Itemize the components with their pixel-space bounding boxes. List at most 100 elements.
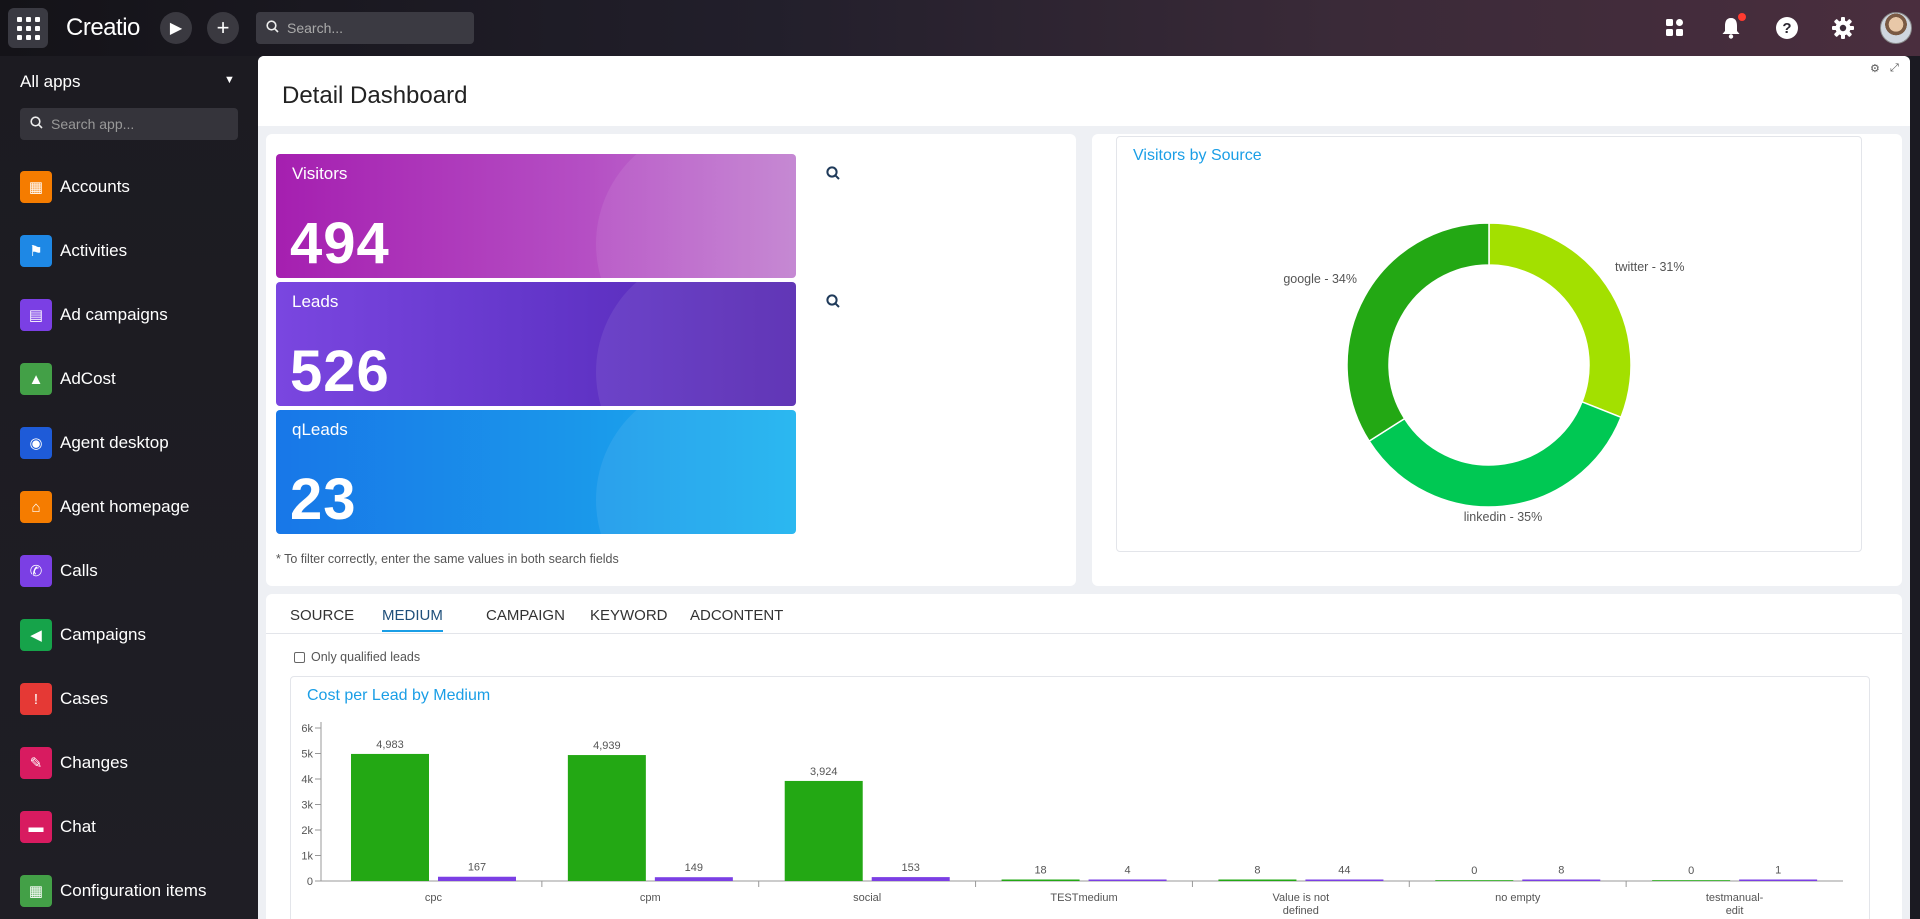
bar[interactable] — [1652, 880, 1731, 881]
sidebar-item-accounts[interactable]: ▦ Accounts — [20, 171, 130, 203]
expand-icon[interactable]: ⤢ — [1890, 62, 1899, 74]
donut-chart-card: Visitors by Source twitter - 31% linkedin… — [1116, 136, 1862, 552]
bar-value-label: 8 — [1558, 865, 1564, 877]
bar-value-label: 0 — [1688, 865, 1694, 877]
donut-chart-title: Visitors by Source — [1133, 147, 1262, 164]
changes-icon: ✎ — [20, 747, 52, 779]
sidebar-item-adcost[interactable]: ▲ AdCost — [20, 363, 116, 395]
bell-icon[interactable] — [1716, 13, 1746, 43]
sidebar-item-changes[interactable]: ✎ Changes — [20, 747, 128, 779]
sidebar-item-campaigns[interactable]: ◀ Campaigns — [20, 619, 146, 651]
chat-icon: ▬ — [20, 811, 52, 843]
apps-grid-icon[interactable] — [1660, 13, 1690, 43]
bar-value-label: 8 — [1254, 865, 1260, 877]
donut-slice[interactable] — [1368, 400, 1623, 508]
tab-keyword[interactable]: KEYWORD — [590, 607, 668, 624]
sidebar-item-ad-campaigns[interactable]: ▤ Ad campaigns — [20, 299, 168, 331]
y-tick-label: 1k — [301, 851, 313, 863]
sidebar-item-agent-homepage[interactable]: ⌂ Agent homepage — [20, 491, 190, 523]
help-icon[interactable]: ? — [1772, 13, 1802, 43]
kpi-panel: Visitors 494 Leads 526 qLeads 23 * To fi… — [266, 134, 1076, 586]
chevron-down-icon[interactable]: ▼ — [224, 74, 235, 86]
sidebar-item-label: Agent desktop — [60, 433, 169, 452]
sidebar-item-cases[interactable]: ! Cases — [20, 683, 108, 715]
x-category-label: no empty — [1495, 892, 1541, 904]
phone-icon: ✆ — [20, 555, 52, 587]
sidebar-item-chat[interactable]: ▬ Chat — [20, 811, 96, 843]
settings-small-icon[interactable]: ⚙ — [1870, 63, 1880, 75]
bar[interactable] — [784, 780, 863, 881]
only-qualified-label: Only qualified leads — [311, 650, 421, 664]
avatar[interactable] — [1880, 12, 1912, 44]
bar[interactable] — [567, 755, 646, 881]
bar[interactable] — [1001, 879, 1080, 882]
donut-slice-label: google - 34% — [1283, 272, 1357, 286]
y-tick-label: 3k — [301, 800, 313, 812]
visitors-by-source-panel: Visitors by Source twitter - 31% linkedin… — [1092, 134, 1902, 586]
tab-source[interactable]: SOURCE — [290, 607, 355, 624]
tab-adcontent[interactable]: ADCONTENT — [690, 607, 784, 624]
visitors-tile[interactable]: Visitors 494 — [276, 154, 796, 278]
sidebar-item-activities[interactable]: ⚑ Activities — [20, 235, 127, 267]
creatio-logo[interactable]: Creatio — [66, 14, 140, 41]
sidebar-item-label: Configuration items — [60, 881, 207, 900]
bar[interactable] — [1305, 879, 1384, 882]
qleads-tile[interactable]: qLeads 23 — [276, 410, 796, 534]
all-apps-title[interactable]: All apps — [20, 72, 81, 91]
tab-medium[interactable]: MEDIUM — [382, 607, 443, 632]
visitors-tile-label: Visitors — [292, 164, 348, 183]
bar-value-label: 0 — [1471, 865, 1477, 877]
app-search-input[interactable]: Search app... — [20, 108, 238, 140]
x-category-label: testmanual- — [1706, 892, 1764, 904]
visitors-tile-value: 494 — [290, 211, 390, 276]
notification-dot — [1738, 13, 1746, 21]
donut-slice[interactable] — [1488, 222, 1632, 419]
bar[interactable] — [1739, 879, 1818, 882]
bar-value-label: 3,924 — [810, 766, 838, 778]
x-category-label: Value is not — [1273, 892, 1330, 904]
sidebar-item-label: Accounts — [60, 177, 130, 196]
add-button[interactable]: + — [207, 12, 239, 44]
sidebar-item-configuration-items[interactable]: ▦ Configuration items — [20, 875, 206, 907]
app-launcher-button[interactable] — [8, 8, 48, 48]
qleads-tile-label: qLeads — [292, 420, 348, 439]
grid-icon — [16, 16, 40, 40]
only-qualified-checkbox[interactable]: Only qualified leads — [294, 650, 420, 664]
search-icon[interactable] — [826, 294, 840, 313]
leads-tile[interactable]: Leads 526 — [276, 282, 796, 406]
bar[interactable] — [1435, 880, 1514, 881]
y-tick-label: 4k — [301, 774, 313, 786]
y-tick-label: 6k — [301, 723, 313, 735]
search-icon — [266, 20, 279, 36]
x-category-label: social — [853, 892, 881, 904]
donut-slice-label: linkedin - 35% — [1464, 510, 1543, 524]
page-title: Detail Dashboard — [282, 82, 468, 109]
chart-icon: ▲ — [20, 363, 52, 395]
bar[interactable] — [1088, 879, 1167, 882]
tab-campaign[interactable]: CAMPAIGN — [486, 607, 565, 624]
bar-value-label: 153 — [902, 862, 920, 874]
run-process-button[interactable]: ▶ — [160, 12, 192, 44]
donut-slice[interactable] — [1346, 222, 1490, 443]
x-category-label: edit — [1726, 905, 1744, 917]
bar[interactable] — [1218, 879, 1297, 882]
y-tick-label: 0 — [307, 876, 313, 888]
main-content: Detail Dashboard ⚙ ⤢ Visitors 494 Leads … — [258, 56, 1910, 919]
bar[interactable] — [871, 877, 950, 881]
x-category-label: defined — [1283, 905, 1319, 917]
search-icon[interactable] — [826, 166, 840, 185]
bar[interactable] — [438, 876, 516, 881]
sidebar-item-calls[interactable]: ✆ Calls — [20, 555, 98, 587]
home-icon: ⌂ — [20, 491, 52, 523]
bar[interactable] — [351, 753, 429, 881]
bar-value-label: 18 — [1034, 865, 1046, 877]
sidebar-item-label: Changes — [60, 753, 129, 772]
qleads-tile-value: 23 — [290, 467, 357, 532]
bar[interactable] — [654, 877, 733, 881]
global-search-input[interactable]: Search... — [256, 12, 474, 44]
gear-icon[interactable] — [1828, 13, 1858, 43]
sidebar-item-agent-desktop[interactable]: ◉ Agent desktop — [20, 427, 169, 459]
bar[interactable] — [1522, 879, 1601, 882]
checkbox-box[interactable] — [294, 651, 305, 663]
svg-text:?: ? — [1782, 20, 1791, 37]
